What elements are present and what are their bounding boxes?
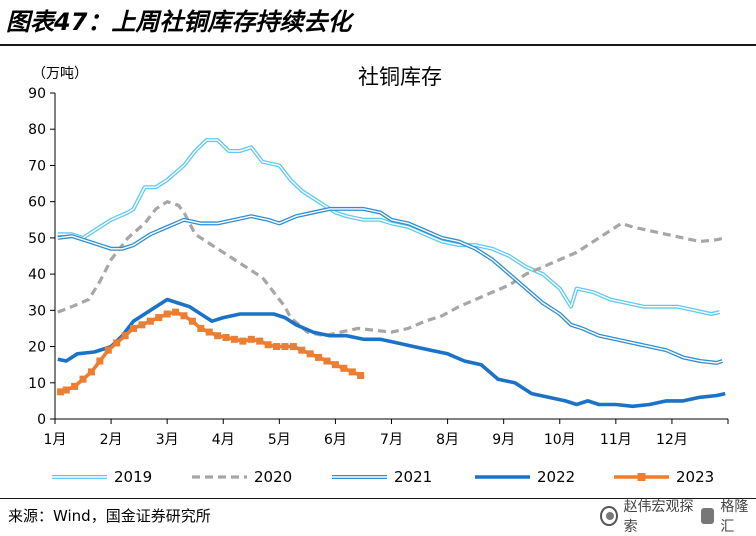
legend-label-2019: 2019: [114, 468, 152, 486]
chart-title: 社铜库存: [358, 65, 442, 89]
x-tick-label: 3月: [156, 432, 179, 448]
x-tick-label: 1月: [44, 432, 67, 448]
data-point-2023: [138, 321, 146, 329]
series-line-inner-2021: [57, 208, 723, 364]
x-tick-label: 12月: [656, 432, 688, 448]
data-point-2023: [214, 332, 222, 340]
data-point-2023: [197, 324, 205, 332]
data-point-2023: [315, 353, 323, 361]
y-tick-label: 70: [28, 158, 46, 174]
data-point-2023: [323, 357, 331, 365]
legend-label-2023: 2023: [676, 468, 714, 486]
data-point-2023: [205, 328, 213, 336]
y-tick-label: 50: [28, 231, 46, 247]
x-tick-label: 5月: [268, 432, 291, 448]
x-tick-label: 11月: [600, 432, 632, 448]
data-point-2023: [298, 346, 306, 354]
watermark-text: 赵伟宏观探索: [623, 499, 694, 535]
y-tick-label: 10: [28, 376, 46, 392]
figure-title: 图表47：上周社铜库存持续去化: [6, 8, 352, 36]
data-point-2023: [264, 341, 272, 349]
legend-item-2020: 2020: [192, 468, 292, 486]
data-point-2023: [62, 386, 70, 394]
data-point-2023: [146, 317, 154, 325]
data-point-2023: [306, 350, 314, 358]
y-tick-label: 80: [28, 122, 46, 138]
data-point-2023: [331, 361, 339, 369]
series-line-2022: [57, 297, 726, 409]
y-tick-label: 30: [28, 303, 46, 319]
source-note: 来源：Wind，国金证券研究所: [8, 507, 211, 525]
legend-item-2021: 2021: [332, 468, 432, 486]
data-point-2023: [256, 337, 264, 345]
data-point-2023: [57, 388, 65, 396]
series-line-inner-2019: [57, 139, 720, 315]
y-tick-label: 20: [28, 340, 46, 356]
series-2022: [57, 297, 726, 409]
data-point-2023: [172, 308, 180, 316]
x-tick-label: 7月: [380, 432, 403, 448]
watermark-brand: 格隆汇: [720, 499, 749, 535]
x-tick-label: 9月: [492, 432, 515, 448]
series-2023: [614, 473, 669, 481]
data-point-2023: [222, 334, 230, 341]
series-2023: [57, 308, 365, 396]
y-tick-label: 90: [28, 86, 46, 102]
data-point-2023: [71, 382, 79, 390]
series-line-2019: [57, 138, 721, 316]
legend-item-2023: 2023: [614, 468, 714, 486]
data-point-2023: [348, 368, 356, 376]
data-point-2023: [79, 375, 87, 383]
watermark: 赵伟宏观探索 格隆汇: [600, 497, 756, 535]
data-point-2023: [104, 346, 112, 354]
legend-label-2022: 2022: [537, 468, 575, 486]
series-2020: [57, 199, 726, 338]
series-2021: [57, 206, 724, 365]
data-point-2023: [289, 343, 297, 351]
top-rule: [0, 44, 756, 46]
series-line-2020: [57, 199, 726, 338]
data-point-2023: [113, 339, 121, 347]
x-tick-label: 4月: [212, 432, 235, 448]
data-point-2023: [188, 317, 196, 325]
legend-label-2021: 2021: [394, 468, 432, 486]
data-point-2023: [230, 335, 238, 343]
data-point-2023: [130, 324, 138, 332]
data-point-2023: [180, 312, 188, 320]
data-point-2023: [357, 372, 365, 380]
series-2019: [57, 138, 721, 316]
legend-label-2020: 2020: [254, 468, 292, 486]
chart: 社铜库存 （万吨） 0 10 20 30 40 50 60 70 80 90 1月 2月 3月 4月 5月 6…: [28, 65, 729, 486]
wechat-logo-icon: [600, 506, 618, 526]
data-point-2023: [281, 343, 289, 351]
x-tick-label: 6月: [324, 432, 347, 448]
data-point-2023: [239, 337, 247, 345]
data-point-2023: [121, 332, 129, 340]
y-tick-label: 60: [28, 195, 46, 211]
data-point-2023: [247, 335, 255, 343]
data-point-2023: [87, 368, 95, 376]
data-point-2023: [340, 364, 348, 372]
legend: 2019 2020 2021 2022 2023: [52, 468, 714, 486]
x-tick-label: 10月: [544, 432, 576, 448]
legend-marker-2023: [637, 473, 646, 481]
data-point-2023: [96, 357, 104, 365]
gelonghui-logo-icon: [700, 508, 715, 524]
x-tick-label: 2月: [100, 432, 123, 448]
bottom-rule: [0, 498, 756, 499]
data-point-2023: [163, 310, 171, 318]
y-tick-label: 40: [28, 267, 46, 283]
legend-item-2022: 2022: [475, 468, 575, 486]
series-layer: [57, 138, 726, 409]
axes: 0 10 20 30 40 50 60 70 80 90 1月 2月 3月 4月 5月 6月 7月 8月 9月 10月…: [28, 86, 729, 448]
x-tick-label: 8月: [436, 432, 459, 448]
unit-label: （万吨）: [32, 66, 88, 82]
data-point-2023: [155, 314, 163, 322]
data-point-2023: [273, 343, 281, 351]
legend-item-2019: 2019: [52, 468, 152, 486]
y-tick-label: 0: [37, 412, 46, 428]
